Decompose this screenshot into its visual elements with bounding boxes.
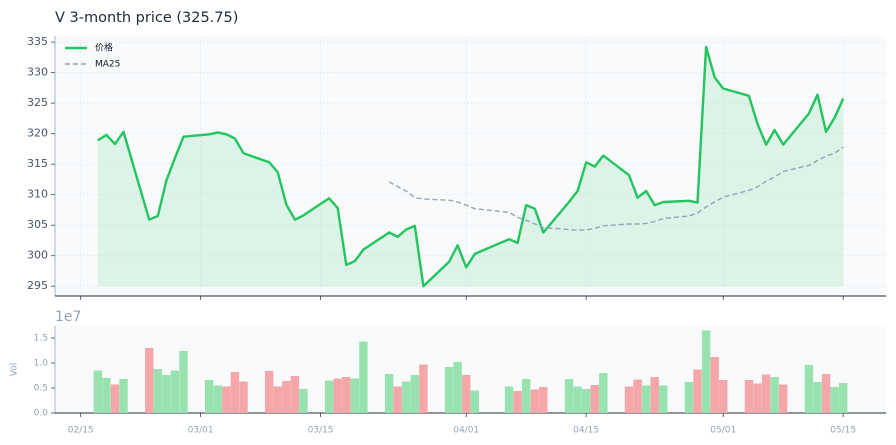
volume-bar	[419, 364, 428, 413]
series-line	[388, 146, 844, 231]
volume-bar	[624, 386, 634, 413]
y-tick-label: 295	[27, 279, 48, 292]
x-tick-label: 05/15	[830, 426, 856, 436]
plot-background	[55, 36, 886, 296]
volume-bar	[179, 351, 188, 413]
volume-bar	[513, 391, 522, 413]
volume-bar	[222, 386, 231, 413]
volume-bar	[119, 379, 128, 413]
y-tick-label: 335	[27, 35, 48, 48]
offset-label: 1e7	[55, 309, 81, 325]
x-tick-label: 02/15	[68, 426, 94, 436]
volume-bar	[710, 357, 719, 413]
volume-bar	[659, 385, 668, 413]
volume-bar	[290, 376, 300, 413]
y-tick-label: 320	[27, 127, 48, 140]
volume-bar	[393, 386, 402, 413]
y-tick-label: 1.5	[34, 334, 48, 344]
y-tick-label: 305	[27, 218, 48, 231]
volume-bar	[581, 389, 591, 413]
volume-bar	[804, 365, 814, 413]
volume-bar	[641, 385, 651, 413]
volume-bar	[744, 380, 754, 413]
volume-bar	[299, 389, 308, 413]
volume-bar	[205, 380, 214, 413]
volume-bar	[590, 385, 599, 413]
volume-bar	[324, 380, 334, 413]
volume-bar	[230, 372, 240, 413]
volume-bar	[650, 377, 659, 413]
volume-bar	[539, 387, 548, 413]
volume-bar	[213, 385, 222, 413]
volume-bar	[599, 373, 608, 413]
volume-bar	[470, 390, 479, 413]
volume-bar	[813, 382, 822, 413]
chart-title: V 3-month price (325.75)	[55, 10, 238, 26]
x-tick-label: 03/01	[188, 426, 214, 436]
volume-bar	[333, 378, 342, 413]
volume-bar	[753, 383, 762, 413]
legend-label: 价格	[95, 42, 113, 54]
volume-bar	[350, 378, 360, 413]
volume-bar	[701, 330, 711, 413]
area-fill	[97, 47, 844, 287]
volume-bar	[102, 378, 111, 413]
volume-bar	[462, 375, 471, 413]
x-tick-label: 04/15	[573, 426, 599, 436]
volume-bar	[342, 377, 351, 413]
volume-bar	[530, 389, 539, 413]
y-tick-label: 315	[27, 157, 48, 170]
volume-bar	[778, 384, 788, 413]
volume-bar	[521, 379, 531, 413]
series-line	[97, 45, 845, 288]
y-tick-label: 325	[27, 96, 48, 109]
x-tick-label: 03/15	[308, 426, 334, 436]
y-tick-label: 330	[27, 66, 48, 79]
volume-bar	[384, 374, 394, 413]
volume-bar	[453, 362, 462, 413]
x-tick-label: 04/01	[453, 426, 479, 436]
volume-bar	[564, 379, 574, 413]
volume-bar	[359, 341, 368, 413]
x-tick-label: 05/01	[710, 426, 736, 436]
volume-bar	[282, 381, 291, 413]
y-tick-label: 0.5	[34, 384, 48, 394]
volume-bar	[264, 371, 274, 413]
volume-bar	[239, 381, 248, 413]
legend-label: MA25	[95, 60, 120, 70]
volume-bar	[162, 375, 171, 413]
volume-bar	[838, 383, 848, 413]
volume-bar	[444, 367, 454, 413]
volume-bar	[770, 377, 779, 413]
volume-bar	[573, 386, 582, 413]
y-tick-label: 0.0	[34, 409, 49, 419]
y-tick-label: 310	[27, 188, 48, 201]
volume-bar	[719, 380, 728, 413]
volume-bar	[170, 370, 180, 413]
y-tick-label: 300	[27, 249, 48, 262]
y-tick-label: 1.0	[34, 359, 49, 369]
volume-bar	[145, 348, 154, 413]
volume-bar	[684, 382, 694, 413]
volume-bar	[93, 370, 103, 413]
volume-bar	[110, 384, 120, 413]
volume-bar	[693, 369, 702, 413]
volume-bar	[504, 386, 514, 413]
volume-bar	[410, 375, 420, 413]
volume-bar	[153, 369, 163, 413]
volume-bar	[633, 379, 642, 413]
y-axis-label: Vol	[10, 363, 20, 376]
volume-bar	[402, 381, 411, 413]
volume-bar	[830, 387, 839, 413]
volume-bar	[273, 386, 282, 413]
volume-bar	[821, 374, 831, 413]
volume-bar	[761, 374, 771, 413]
